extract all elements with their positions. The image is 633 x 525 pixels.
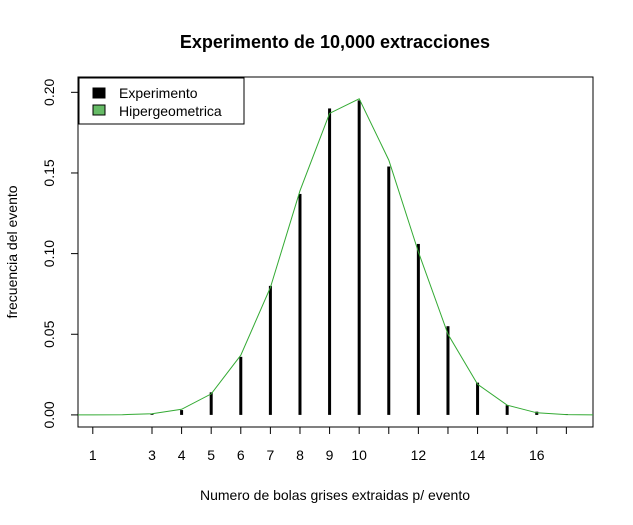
experimento-bar-12	[416, 243, 420, 415]
x-tick-label-10: 10	[351, 447, 367, 463]
x-tick-label-6: 6	[237, 447, 245, 463]
y-tick-label-2: 0.10	[41, 240, 57, 267]
x-tick-label-7: 7	[266, 447, 274, 463]
experimento-bar-8	[298, 193, 302, 415]
y-axis: 0.00 0.05 0.10 0.15 0.20	[41, 78, 78, 429]
experimento-bar-13	[446, 326, 450, 415]
legend-box	[78, 77, 245, 125]
experimento-bar-3	[150, 414, 154, 415]
experimento-bar-15	[505, 405, 509, 415]
x-axis: 1 3 4 5 6 7 8 9 10 12 14 16	[89, 427, 567, 463]
x-tick-label-1: 1	[89, 447, 97, 463]
x-tick-label-5: 5	[207, 447, 215, 463]
plot-frame	[77, 76, 594, 428]
x-tick-label-9: 9	[326, 447, 334, 463]
x-tick-label-16: 16	[529, 447, 545, 463]
chart-title: Experimento de 10,000 extracciones	[180, 32, 490, 52]
y-tick-label-1: 0.05	[41, 320, 57, 347]
legend-swatch-hipergeometrica	[92, 104, 106, 116]
series-layer	[78, 98, 593, 416]
experimento-bar-7	[268, 285, 272, 415]
legend: Experimento Hipergeometrica	[78, 77, 245, 125]
x-tick-label-12: 12	[411, 447, 427, 463]
y-tick-label-0: 0.00	[41, 401, 57, 428]
experimento-bar-5	[209, 392, 213, 415]
x-tick-label-14: 14	[470, 447, 486, 463]
hipergeometrica-line	[78, 98, 593, 416]
legend-swatch-experimento	[92, 87, 106, 99]
y-tick-label-4: 0.20	[41, 78, 57, 105]
experimento-bar-11	[387, 166, 391, 415]
legend-label-hipergeometrica: Hipergeometrica	[119, 103, 222, 119]
x-tick-label-8: 8	[296, 447, 304, 463]
experimento-bar-9	[328, 108, 332, 415]
x-tick-label-3: 3	[148, 447, 156, 463]
experimento-bar-6	[239, 356, 243, 415]
experimento-bar-4	[180, 410, 184, 415]
legend-label-experimento: Experimento	[119, 85, 198, 101]
y-axis-label: frecuencia del evento	[4, 185, 20, 318]
x-tick-label-4: 4	[178, 447, 186, 463]
x-axis-label: Numero de bolas grises extraidas p/ even…	[200, 487, 470, 503]
experimento-bar-14	[476, 382, 480, 415]
experimento-bar-10	[357, 100, 361, 415]
y-tick-label-3: 0.15	[41, 159, 57, 186]
